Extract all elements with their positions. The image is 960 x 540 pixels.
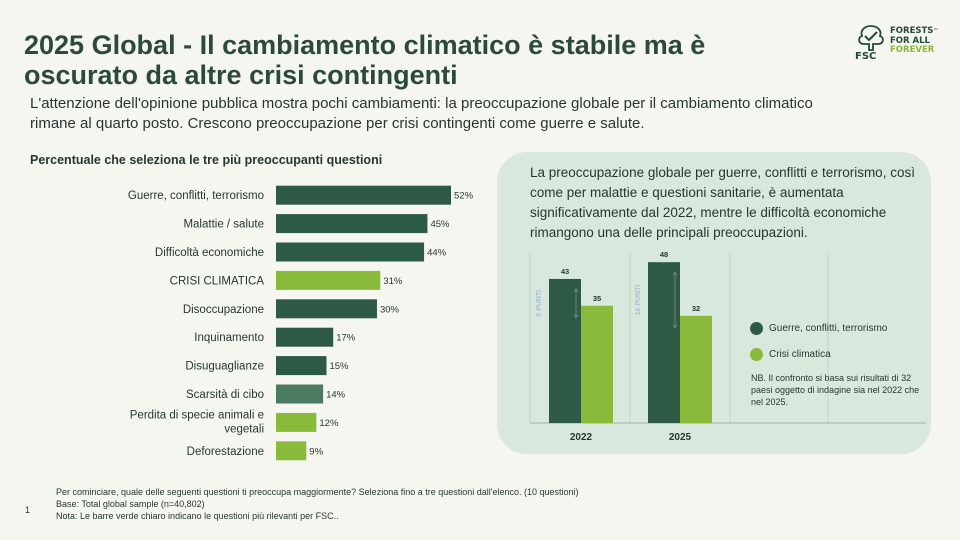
footnote-base: Base: Total global sample (n=40,802) [56, 499, 205, 509]
bar-0 [276, 185, 451, 205]
x-tick-label-1: 2025 [669, 432, 692, 443]
category-label-4: Disoccupazione [183, 304, 264, 316]
category-label-line-2: vegetali [224, 423, 264, 435]
legend-item-climate: Crisi climatica [750, 347, 887, 361]
bar-light-1 [680, 315, 712, 423]
value-label-0: 52% [454, 191, 474, 202]
fsc-logo: FSC FORESTS™ FOR ALL FOREVER [854, 24, 940, 64]
gap-arrowhead-bottom-1 [672, 324, 678, 329]
tagline-line-1: FORESTS [890, 26, 934, 36]
bar-5 [276, 327, 334, 347]
value-label-2: 44% [427, 248, 447, 259]
trademark: ™ [933, 28, 939, 34]
bar-6 [276, 356, 327, 376]
value-label-6: 15% [329, 361, 349, 372]
footnote-note: Nota: Le barre verde chiaro indicano le … [56, 511, 339, 521]
page-number: 1 [25, 505, 31, 515]
category-label-3: CRISI CLIMATICA [170, 275, 265, 287]
legend-label-climate: Crisi climatica [769, 348, 831, 360]
x-tick-label-0: 2022 [570, 432, 593, 443]
value-label-4: 30% [380, 304, 400, 315]
value-label-8: 12% [319, 418, 339, 429]
page-subtitle: L'attenzione dell'opinione pubblica most… [30, 95, 813, 132]
category-label-8: Perdita di specie animali e vegetali [130, 409, 264, 435]
value-label-dark-0: 43 [561, 267, 569, 276]
bar-3 [276, 270, 381, 290]
bar-9 [276, 441, 307, 461]
value-label-5: 17% [336, 333, 356, 344]
logo-tagline: FORESTS™ FOR ALL FOREVER [890, 26, 939, 56]
bar-8 [276, 412, 317, 432]
tagline-line-2: FOR ALL [890, 35, 930, 46]
bar-4 [276, 299, 377, 319]
bar-1 [276, 214, 428, 234]
panel-text: La preoccupazione globale per guerre, co… [530, 165, 915, 240]
value-label-light-0: 35 [593, 294, 601, 303]
category-label-5: Inquinamento [194, 332, 264, 344]
value-label-3: 31% [383, 276, 403, 287]
category-label-7: Scarsità di cibo [186, 389, 264, 401]
value-label-1: 45% [430, 219, 450, 230]
page-title: 2025 Global - Il cambiamento climatico è… [24, 30, 706, 90]
value-label-9: 9% [309, 446, 323, 457]
gap-label-0: 8 PUNTI [536, 290, 543, 317]
bar-light-0 [581, 305, 613, 423]
legend-swatch-light [750, 347, 763, 361]
legend-item-wars: Guerre, conflitti, terrorismo [750, 321, 887, 335]
category-label-line-1: Perdita di specie animali e [130, 409, 264, 421]
category-label-2: Difficoltà economiche [155, 247, 264, 259]
fsc-tree-check-icon [858, 25, 884, 51]
comparison-legend: Guerre, conflitti, terrorismo Crisi clim… [750, 321, 887, 373]
gap-label-1: 16 PUNTI [635, 285, 642, 316]
fsc-brand: FSC [855, 51, 877, 62]
bar-7 [276, 384, 324, 404]
category-label-1: Malattie / salute [183, 219, 264, 231]
category-label-6: Disuguaglianze [185, 361, 264, 373]
nb-note: NB. Il confronto si basa sui risultati d… [751, 373, 920, 407]
legend-swatch-dark [750, 321, 763, 335]
category-label-0: Guerre, conflitti, terrorismo [128, 190, 264, 202]
value-label-dark-1: 48 [660, 250, 668, 259]
chart-heading: Percentuale che seleziona le tre più pre… [30, 153, 383, 167]
gap-arrowhead-bottom-0 [573, 314, 579, 319]
legend-label-wars: Guerre, conflitti, terrorismo [769, 322, 888, 334]
footnotes: Per cominciare, quale delle seguenti que… [56, 486, 579, 522]
value-label-7: 14% [326, 390, 346, 401]
footnote-question: Per cominciare, quale delle seguenti que… [56, 487, 579, 497]
category-label-9: Deforestazione [187, 446, 264, 458]
bar-2 [276, 242, 425, 262]
value-label-light-1: 32 [692, 304, 700, 313]
gap-arrowhead-top-0 [573, 288, 579, 293]
tagline-line-3: FOREVER [890, 45, 935, 55]
gap-arrowhead-top-1 [672, 271, 678, 276]
